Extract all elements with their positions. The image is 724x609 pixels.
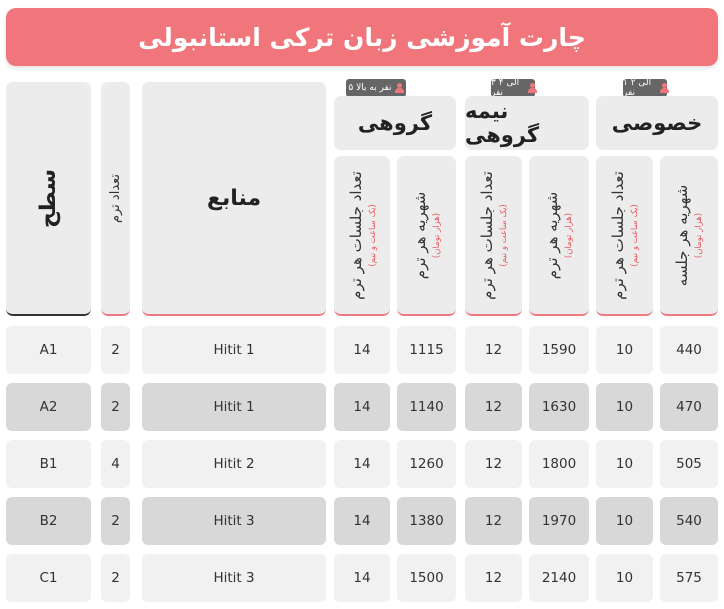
cell-resource: Hitit 3 [142, 554, 326, 602]
cell-resource: Hitit 1 [142, 326, 326, 374]
cell-p-sessions: 10 [596, 497, 653, 545]
semi-sessions-label: تعداد جلسات هر ترم [478, 170, 497, 300]
private-price-header: شهریه هر جلسه (هزار تومان) [660, 156, 718, 316]
cell-s-sessions: 12 [465, 440, 522, 488]
resources-header: منابع [142, 82, 326, 316]
cell-level: A1 [6, 326, 91, 374]
cell-level: B2 [6, 497, 91, 545]
group-price-header: شهریه هر ترم (هزار تومان) [397, 156, 456, 316]
page-title: چارت آموزشی زبان ترکی استانبولی [138, 22, 586, 52]
private-sessions-unit: (یک ساعت و نیم) [630, 203, 641, 267]
cell-level: C1 [6, 554, 91, 602]
terms-count-header: تعداد ترم [101, 82, 130, 316]
cell-p-sessions: 10 [596, 383, 653, 431]
cell-resource: Hitit 1 [142, 383, 326, 431]
private-price-label: شهریه هر جلسه [673, 184, 692, 286]
resources-header-label: منابع [206, 185, 262, 211]
cell-g-price: 1500 [397, 554, 456, 602]
cell-g-price: 1380 [397, 497, 456, 545]
private-sessions-label: تعداد جلسات هر ترم [609, 170, 628, 300]
cell-p-price: 505 [660, 440, 718, 488]
semi-title-text: نیمه گروهی [465, 99, 540, 147]
cell-g-sessions: 14 [334, 440, 390, 488]
private-sessions-header: تعداد جلسات هر ترم (یک ساعت و نیم) [596, 156, 653, 316]
semi-price-header: شهریه هر ترم (هزار تومان) [529, 156, 589, 316]
semi-price-unit: (هزار تومان) [564, 212, 575, 258]
semi-sessions-header: تعداد جلسات هر ترم (یک ساعت و نیم) [465, 156, 522, 316]
title-bar [6, 8, 718, 66]
cell-p-sessions: 10 [596, 554, 653, 602]
private-badge-text: ۱ الی ۲ نفر [623, 78, 652, 98]
cell-p-price: 440 [660, 326, 718, 374]
cell-g-price: 1115 [397, 326, 456, 374]
cell-g-price: 1260 [397, 440, 456, 488]
cell-s-sessions: 12 [465, 383, 522, 431]
cell-s-sessions: 12 [465, 326, 522, 374]
cell-s-price: 1590 [529, 326, 589, 374]
cell-s-price: 1630 [529, 383, 589, 431]
private-title: خصوصی [596, 96, 718, 150]
group-title-text: گروهی [357, 111, 433, 135]
group-sessions-header: تعداد جلسات هر ترم (یک ساعت و نیم) [334, 156, 390, 316]
person-icon [394, 83, 404, 93]
cell-g-sessions: 14 [334, 326, 390, 374]
cell-p-sessions: 10 [596, 440, 653, 488]
cell-s-price: 1970 [529, 497, 589, 545]
group-badge: ۵ نفر به بالا [346, 79, 406, 97]
cell-g-sessions: 14 [334, 554, 390, 602]
terms-count-header-label: تعداد ترم [108, 173, 123, 223]
level-header: سطح [6, 82, 91, 316]
level-header-label: سطح [35, 168, 61, 228]
cell-s-sessions: 12 [465, 497, 522, 545]
cell-p-price: 540 [660, 497, 718, 545]
cell-p-sessions: 10 [596, 326, 653, 374]
group-sessions-label: تعداد جلسات هر ترم [346, 170, 365, 300]
cell-terms: 2 [101, 383, 130, 431]
cell-s-price: 2140 [529, 554, 589, 602]
cell-terms: 2 [101, 326, 130, 374]
cell-level: B1 [6, 440, 91, 488]
group-price-label: شهریه هر ترم [411, 191, 429, 279]
cell-p-price: 470 [660, 383, 718, 431]
cell-level: A2 [6, 383, 91, 431]
cell-g-price: 1140 [397, 383, 456, 431]
group-price-unit: (هزار تومان) [432, 212, 442, 258]
semi-badge: ۳ الی ۴ نفر [491, 78, 538, 98]
cell-terms: 4 [101, 440, 130, 488]
private-title-text: خصوصی [611, 111, 703, 135]
cell-terms: 2 [101, 497, 130, 545]
group-title: گروهی [334, 96, 456, 150]
cell-resource: Hitit 3 [142, 497, 326, 545]
cell-g-sessions: 14 [334, 497, 390, 545]
person-icon [527, 83, 538, 93]
cell-p-price: 575 [660, 554, 718, 602]
private-price-unit: (هزار تومان) [694, 212, 705, 258]
private-badge: ۱ الی ۲ نفر [623, 78, 670, 98]
cell-resource: Hitit 2 [142, 440, 326, 488]
cell-g-sessions: 14 [334, 383, 390, 431]
semi-title: نیمه گروهی [465, 96, 589, 150]
group-sessions-unit: (یک ساعت و نیم) [367, 203, 378, 267]
cell-terms: 2 [101, 554, 130, 602]
person-icon [659, 83, 670, 93]
cell-s-sessions: 12 [465, 554, 522, 602]
semi-sessions-unit: (یک ساعت و نیم) [499, 203, 510, 267]
semi-badge-text: ۳ الی ۴ نفر [491, 78, 520, 98]
semi-price-label: شهریه هر ترم [543, 191, 562, 279]
cell-s-price: 1800 [529, 440, 589, 488]
group-badge-text: ۵ نفر به بالا [348, 83, 392, 93]
